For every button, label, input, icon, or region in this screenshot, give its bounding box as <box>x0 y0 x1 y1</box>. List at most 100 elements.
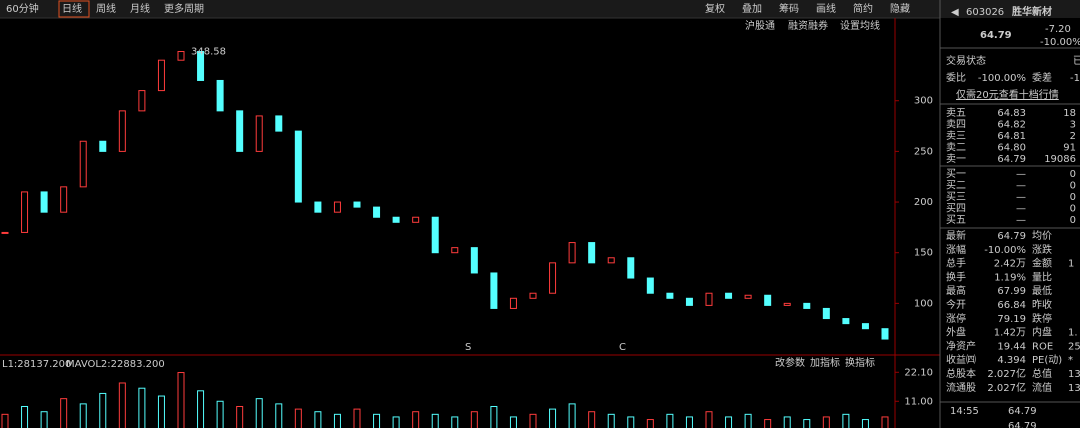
volume-bar <box>392 416 400 428</box>
indicator-tool[interactable]: 加指标 <box>810 356 840 369</box>
stat-label: 总股本 <box>946 367 976 380</box>
stat-value: 64.79 <box>997 231 1026 242</box>
book-price: — <box>1016 169 1026 180</box>
candle <box>588 242 596 264</box>
volume-bar <box>431 413 439 428</box>
candle <box>646 277 654 294</box>
stat-value: 2.027亿 <box>987 381 1026 394</box>
book-price: 64.79 <box>997 154 1026 165</box>
sub-tool[interactable]: 沪股通 <box>745 19 775 32</box>
stat-label: 量比 <box>1032 271 1052 283</box>
label: 交易状态 <box>946 54 986 67</box>
candle <box>705 292 713 306</box>
volume-bar <box>607 413 615 428</box>
tool-button[interactable]: 叠加 <box>742 3 762 15</box>
candle <box>842 318 850 325</box>
volume-bar <box>881 416 889 428</box>
candle <box>783 302 791 306</box>
stat-value: 67.99 <box>997 286 1026 297</box>
indicator-legend: L1:28137.200 <box>2 359 71 370</box>
book-price: — <box>1016 192 1026 203</box>
candle <box>470 247 478 274</box>
period-tab[interactable]: 周线 <box>96 2 116 15</box>
volume-bar <box>861 419 869 428</box>
book-price: — <box>1016 215 1026 226</box>
book-level: 买五 <box>946 214 966 226</box>
stat-value: 2.42万 <box>994 259 1026 270</box>
value: -1 <box>1070 73 1080 84</box>
tool-button[interactable]: 复权 <box>705 2 725 15</box>
candle <box>79 140 87 188</box>
candle <box>392 216 400 223</box>
tool-button[interactable]: 隐藏 <box>890 3 910 15</box>
volume-bar <box>236 405 244 428</box>
y-tick-label: 250 <box>914 146 933 157</box>
stat-label: 跌停 <box>1032 312 1052 325</box>
volume-bar <box>666 413 674 428</box>
y-tick-label: 300 <box>914 96 933 107</box>
upgrade-link[interactable]: 仅需20元查看十档行情 <box>956 88 1059 101</box>
tool-button[interactable]: 筹码 <box>779 2 799 15</box>
stat-label: 收益㈣ <box>946 353 976 366</box>
stat-label: 涨跌 <box>1032 243 1052 256</box>
back-icon[interactable]: ◀ <box>951 7 959 18</box>
book-level: 卖三 <box>946 130 966 142</box>
candle <box>275 115 283 132</box>
volume-bar <box>216 400 224 428</box>
stat-value: 1 <box>1068 259 1074 270</box>
sub-tool[interactable]: 融资融券 <box>788 19 828 32</box>
sub-tool[interactable]: 设置均线 <box>840 19 880 32</box>
volume-bar <box>783 416 791 428</box>
event-marker: C <box>619 342 626 353</box>
book-volume: 0 <box>1070 181 1076 192</box>
stat-label: 涨停 <box>946 312 966 325</box>
volume-bar <box>40 411 48 428</box>
volume-bar <box>451 416 459 428</box>
stat-value: 4.394 <box>997 355 1026 366</box>
stock-name: 胜华新材 <box>1011 5 1052 18</box>
y-tick-label: 200 <box>914 197 933 208</box>
volume-bar <box>549 408 557 428</box>
tick-price: 64.79 <box>1008 421 1037 428</box>
volume-bar <box>118 382 126 428</box>
stat-label: PE(动) <box>1032 354 1062 366</box>
stat-value: 13 <box>1068 369 1080 380</box>
volume-bar <box>177 372 185 428</box>
candle <box>333 201 341 213</box>
period-tab[interactable]: 月线 <box>130 2 150 15</box>
book-volume: 3 <box>1070 120 1076 131</box>
y-tick-label: 150 <box>914 248 933 259</box>
period-tab[interactable]: 日线 <box>62 2 82 15</box>
period-tab[interactable]: 更多周期 <box>164 2 204 15</box>
book-level: 买四 <box>946 203 966 215</box>
stat-label: 内盘 <box>1032 326 1052 339</box>
period-tab[interactable]: 60分钟 <box>6 2 39 15</box>
volume-bar <box>529 413 537 428</box>
stat-label: ROE <box>1032 341 1053 352</box>
candle <box>431 216 439 254</box>
stat-label: 净资产 <box>946 339 976 352</box>
book-volume: 19086 <box>1044 154 1076 165</box>
stat-label: 外盘 <box>946 326 966 339</box>
stat-label: 最新 <box>946 229 966 242</box>
candle <box>744 294 752 299</box>
candle <box>138 90 146 112</box>
book-level: 卖二 <box>946 142 966 154</box>
stat-label: 流通股 <box>946 381 976 394</box>
candle <box>861 323 869 330</box>
candle <box>21 191 29 233</box>
book-level: 买一 <box>946 168 966 180</box>
candle <box>568 242 576 264</box>
stat-value: 2.027亿 <box>987 367 1026 380</box>
tool-button[interactable]: 画线 <box>816 2 836 15</box>
stat-value: 1. <box>1068 328 1078 339</box>
tool-button[interactable]: 简约 <box>853 2 873 15</box>
stat-label: 流值 <box>1032 381 1052 394</box>
stock-code: 603026 <box>966 7 1004 18</box>
candle <box>822 307 830 320</box>
volume-bar <box>353 408 361 428</box>
candle <box>197 51 205 81</box>
indicator-tool[interactable]: 改参数 <box>775 356 805 369</box>
indicator-tool[interactable]: 换指标 <box>845 356 875 369</box>
volume-bar <box>822 416 830 428</box>
